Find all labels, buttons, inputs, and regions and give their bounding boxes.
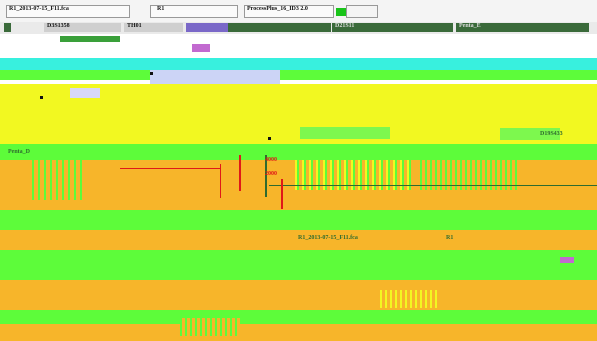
glitch-dot-2	[150, 72, 153, 75]
glitch-magenta-block	[192, 44, 210, 52]
peak-line-2	[281, 179, 283, 209]
tab-th01[interactable]: TH01	[124, 23, 183, 32]
status-field	[346, 5, 378, 18]
title-bar: R1_2013-07-15_F11.fca R1 ProcessPlus_16_…	[0, 0, 597, 23]
peak-line-1	[239, 155, 241, 191]
tab-color-block	[186, 23, 229, 32]
app-title-field: ProcessPlus_16_ID3 2.0	[244, 5, 334, 18]
tab-penta-e[interactable]: Penta_E	[456, 23, 589, 32]
tab-leading-spacer	[4, 23, 11, 32]
band-green-4	[0, 250, 597, 280]
band-orange-2	[0, 230, 597, 250]
glitch-dot-3	[268, 137, 271, 140]
glitch-green-strip-2	[500, 128, 560, 140]
file-name-field: R1_2013-07-15_F11.fca	[6, 5, 130, 18]
glitch-dot-1	[40, 96, 43, 99]
y-tick-2000: 2000	[265, 171, 277, 177]
lower-sample-name: R1	[446, 235, 454, 241]
glitch-lavender-block	[150, 70, 280, 84]
baseline	[269, 185, 597, 186]
panel-label-right: D19S433	[540, 131, 563, 137]
trace-segment	[120, 168, 220, 169]
band-orange-4	[0, 324, 597, 341]
status-indicator	[336, 8, 346, 16]
glitch-pink-dot	[560, 257, 574, 263]
marker-tab-bar: D3S1358 TH01 D21S11 Penta_E	[0, 22, 597, 34]
band-white-1	[0, 34, 597, 44]
band-green-3	[0, 210, 597, 230]
band-orange-3	[0, 280, 597, 310]
stripe-cluster-1	[32, 160, 82, 200]
stripe-cluster-4	[380, 290, 440, 308]
band-green-2	[0, 144, 597, 160]
tab-gap-dark	[228, 23, 331, 32]
electropherogram-panel: 4000 2000	[185, 151, 597, 209]
stripe-cluster-5	[180, 318, 240, 336]
tab-d21s11[interactable]: D21S11	[332, 23, 453, 32]
trace-segment-vertical	[220, 164, 221, 198]
lower-window-titlebar: R1_2013-07-15_F11.fca R1	[292, 231, 597, 247]
glitch-green-strip	[300, 127, 390, 139]
band-green-1	[0, 70, 597, 80]
y-axis	[265, 155, 267, 197]
tab-d3s1358[interactable]: D3S1358	[44, 23, 121, 32]
glitch-green-bar	[60, 36, 120, 42]
panel-label-left: Penta_D	[8, 149, 30, 155]
band-cyan	[0, 58, 597, 70]
glitch-gray-block	[70, 88, 100, 98]
lower-file-name: R1_2013-07-15_F11.fca	[298, 235, 358, 241]
band-green-5	[0, 310, 597, 324]
y-tick-4000: 4000	[265, 157, 277, 163]
sample-name-field: R1	[150, 5, 238, 18]
